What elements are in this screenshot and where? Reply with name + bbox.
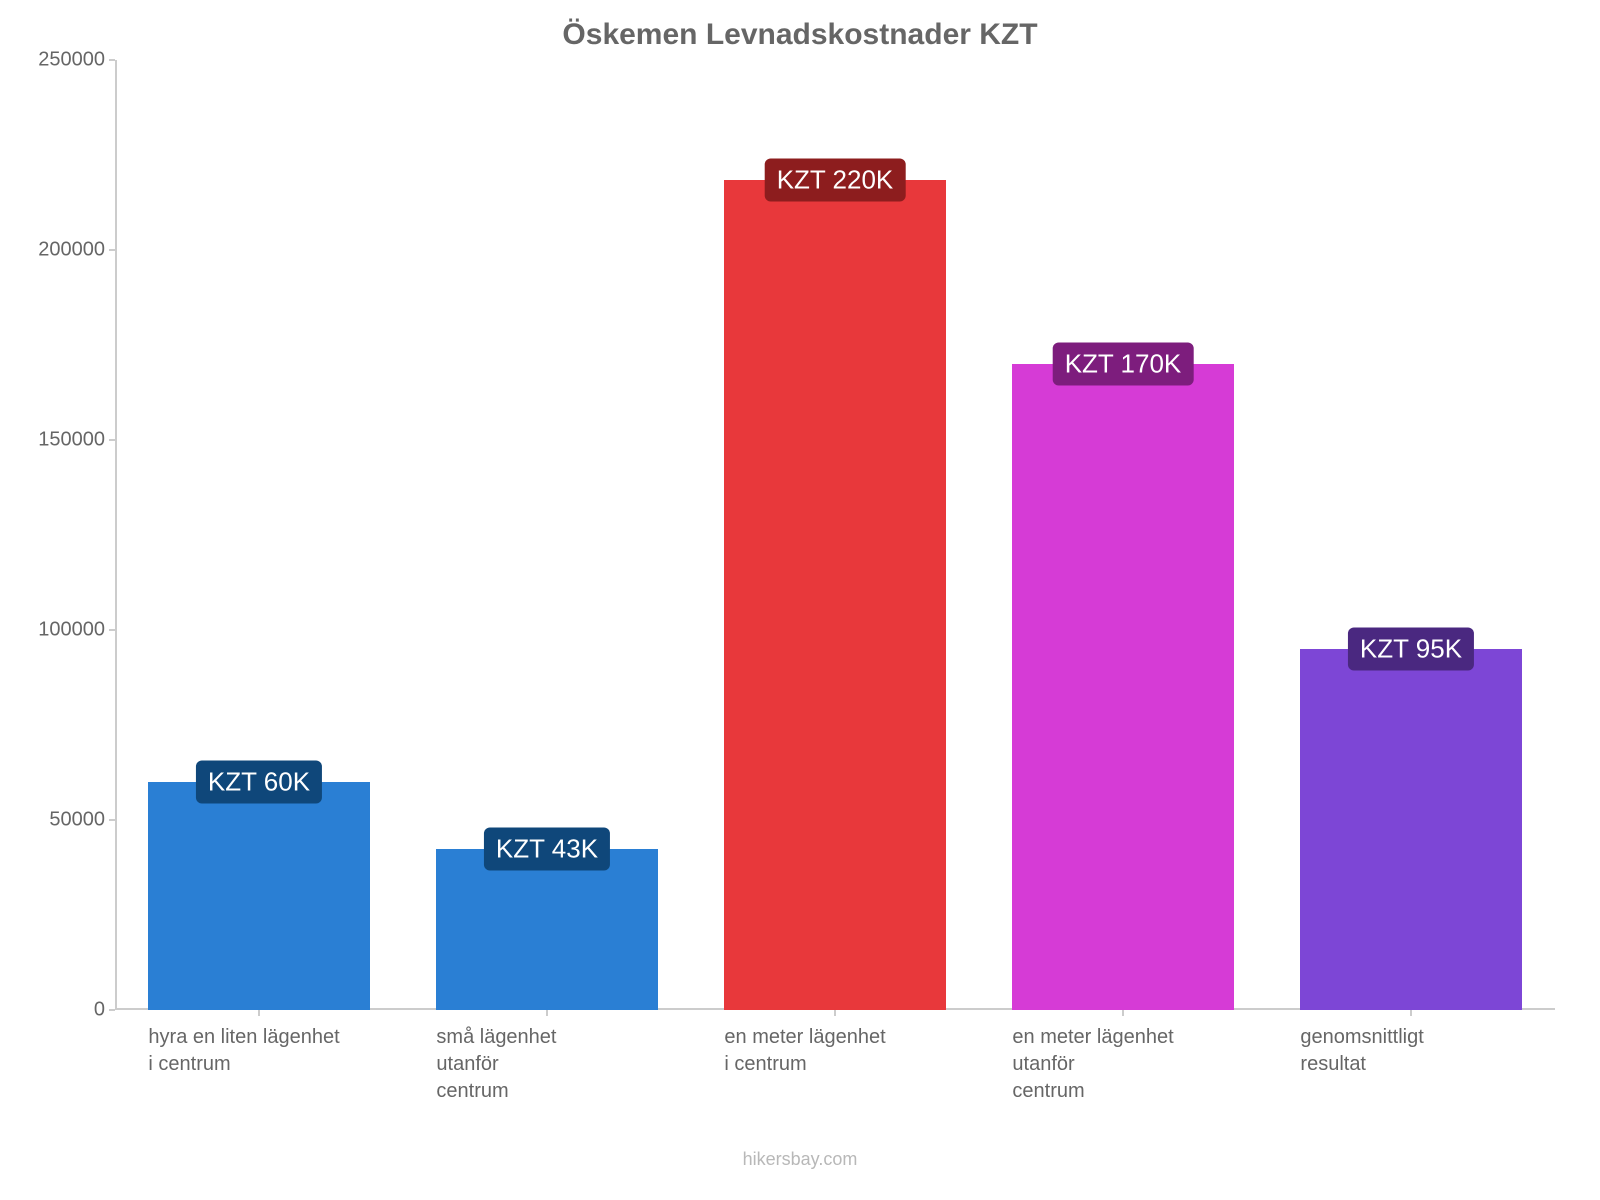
bar: [436, 849, 657, 1011]
bar-slot: KZT 95K: [1273, 60, 1549, 1010]
y-tick-label: 100000: [38, 619, 115, 642]
y-tick-label: 250000: [38, 49, 115, 72]
bar: [1012, 364, 1233, 1010]
x-category-label: en meter lägenhet i centrum: [724, 1010, 985, 1078]
bar-slot: KZT 43K: [409, 60, 685, 1010]
bar-slot: KZT 60K: [121, 60, 397, 1010]
value-badge: KZT 60K: [196, 761, 322, 804]
value-badge: KZT 95K: [1348, 628, 1474, 671]
bar: [724, 180, 945, 1010]
y-tick-label: 150000: [38, 429, 115, 452]
value-badge: KZT 43K: [484, 827, 610, 870]
x-category-label: små lägenhet utanför centrum: [436, 1010, 697, 1105]
x-category-label: genomsnittligt resultat: [1300, 1010, 1561, 1078]
source-attribution: hikersbay.com: [0, 1149, 1600, 1170]
bar: [148, 782, 369, 1010]
chart-title: Öskemen Levnadskostnader KZT: [0, 18, 1600, 52]
y-tick-label: 200000: [38, 239, 115, 262]
y-axis: [115, 60, 117, 1010]
x-category-label: en meter lägenhet utanför centrum: [1012, 1010, 1273, 1105]
bar-slot: KZT 170K: [985, 60, 1261, 1010]
value-badge: KZT 170K: [1053, 343, 1194, 386]
y-tick-label: 0: [94, 999, 115, 1022]
x-category-label: hyra en liten lägenhet i centrum: [148, 1010, 409, 1078]
plot-area: 050000100000150000200000250000KZT 60Khyr…: [115, 60, 1555, 1010]
value-badge: KZT 220K: [765, 158, 906, 201]
cost-of-living-bar-chart: Öskemen Levnadskostnader KZT 05000010000…: [0, 0, 1600, 1200]
bar: [1300, 649, 1521, 1010]
bar-slot: KZT 220K: [697, 60, 973, 1010]
y-tick-label: 50000: [49, 809, 115, 832]
